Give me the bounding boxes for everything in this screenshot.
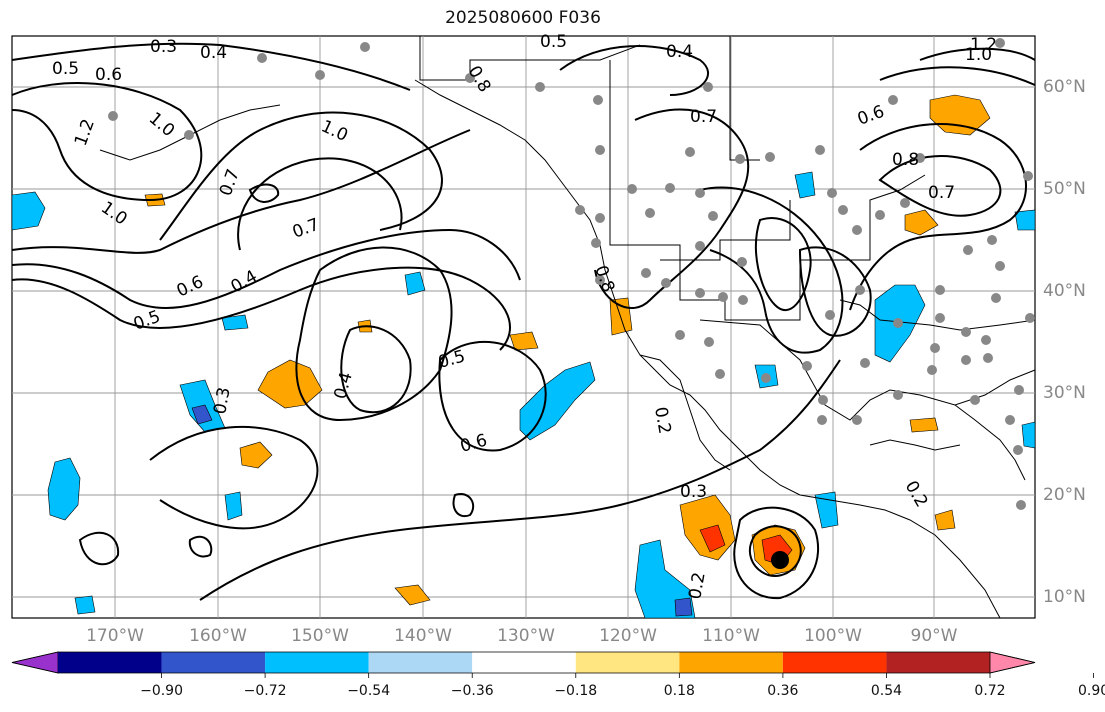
colorbar-segment [886, 652, 990, 673]
neg-patch [1014, 209, 1036, 231]
colorbar-segment [265, 652, 369, 673]
colorbar-segment [472, 652, 576, 673]
coastlines [99, 36, 1036, 619]
lat-tick-label: 10°N [1043, 587, 1086, 607]
colorbar-segment [58, 652, 162, 673]
neg-patch [11, 191, 46, 231]
station-markers [108, 38, 1035, 510]
contour-label: 0.3 [210, 386, 234, 416]
storm-center-marker [771, 551, 789, 569]
colorbar-tick-label: −0.54 [347, 683, 391, 699]
colorbar-segment [782, 652, 887, 673]
colorbar-tick-label: 0.90 [1077, 683, 1105, 699]
contour-label: 0.2 [650, 405, 674, 435]
neg-patch [47, 457, 81, 521]
colorbar-tick-label: −0.18 [554, 683, 598, 699]
contour-label: 0.5 [52, 59, 79, 79]
colorbar-extend-high [989, 651, 1036, 674]
colorbar [11, 651, 1094, 678]
colorbar-tick-label: −0.36 [450, 683, 494, 699]
contour-label-group: 0.3 0.3 0.3 0.4 0.4 0.4 0.4 0.5 0.5 0.5 … [52, 32, 997, 601]
contour-label: 0.7 [690, 107, 717, 127]
colorbar-tick-label: 0.36 [767, 683, 799, 699]
pos-patch [904, 209, 939, 236]
neg-patch [814, 491, 839, 529]
colorbar-segment [161, 652, 266, 673]
lat-tick-label: 30°N [1043, 383, 1086, 403]
neg-patch [1021, 421, 1036, 449]
lon-tick-label: 130°W [497, 626, 555, 646]
contour-label: 1.2 [970, 35, 997, 55]
map-title: 2025080600 F036 [445, 8, 601, 28]
pos-patch [394, 584, 431, 606]
lon-tick-label: 160°W [189, 626, 247, 646]
pos-patch [239, 441, 273, 469]
contour-lines [11, 42, 1036, 601]
contour-label: 0.3 [150, 37, 177, 57]
neg-patch [794, 171, 816, 199]
colorbar-segment [575, 652, 680, 673]
lat-tick-label: 20°N [1043, 485, 1086, 505]
colorbar-tick-label: −0.90 [140, 683, 183, 699]
neg-patch [674, 597, 693, 617]
neg-patch [404, 271, 426, 296]
neg-patch [634, 539, 696, 619]
lat-tick-label: 40°N [1043, 281, 1086, 301]
pos-patch [509, 331, 539, 351]
contour-label: 0.2 [685, 571, 709, 601]
lat-tick-label: 60°N [1043, 77, 1086, 97]
lon-tick-label: 140°W [394, 626, 452, 646]
contour-label: 0.3 [680, 482, 707, 502]
colorbar-segment [679, 652, 783, 673]
lon-tick-label: 170°W [86, 626, 144, 646]
contour-label: 0.4 [666, 42, 693, 62]
colorbar-extend-low [11, 651, 59, 674]
pos-patch [699, 524, 726, 553]
pos-patch [909, 417, 939, 433]
colorbar-segment [368, 652, 473, 673]
lon-tick-label: 100°W [804, 626, 862, 646]
lon-tick-label: 150°W [291, 626, 349, 646]
colorbar-tick-label: 0.72 [974, 683, 1006, 699]
neg-patch [224, 491, 243, 521]
colorbar-outline [11, 651, 1036, 674]
map-panel: 0.3 0.3 0.3 0.4 0.4 0.4 0.4 0.5 0.5 0.5 … [11, 32, 1036, 619]
contour-label: 0.4 [200, 43, 227, 63]
contour-label: 1.0 [965, 45, 992, 65]
contour-label: 0.7 [928, 183, 955, 203]
lat-tick-label: 50°N [1043, 179, 1086, 199]
neg-patch [191, 404, 213, 425]
shaded-regions [11, 94, 1036, 619]
lon-tick-label: 120°W [599, 626, 657, 646]
lon-tick-label: 90°W [910, 626, 958, 646]
colorbar-tick-label: 0.18 [663, 683, 695, 699]
contour-label: 0.5 [540, 32, 567, 52]
colorbar-tick-label: 0.54 [870, 683, 903, 699]
colorbar-tick-label: −0.72 [243, 683, 287, 699]
neg-patch [221, 314, 249, 331]
neg-patch [74, 595, 96, 615]
contour-label: 0.6 [95, 65, 122, 85]
contour-label: 0.8 [892, 150, 919, 170]
lon-tick-label: 110°W [702, 626, 760, 646]
pos-patch [934, 509, 956, 531]
